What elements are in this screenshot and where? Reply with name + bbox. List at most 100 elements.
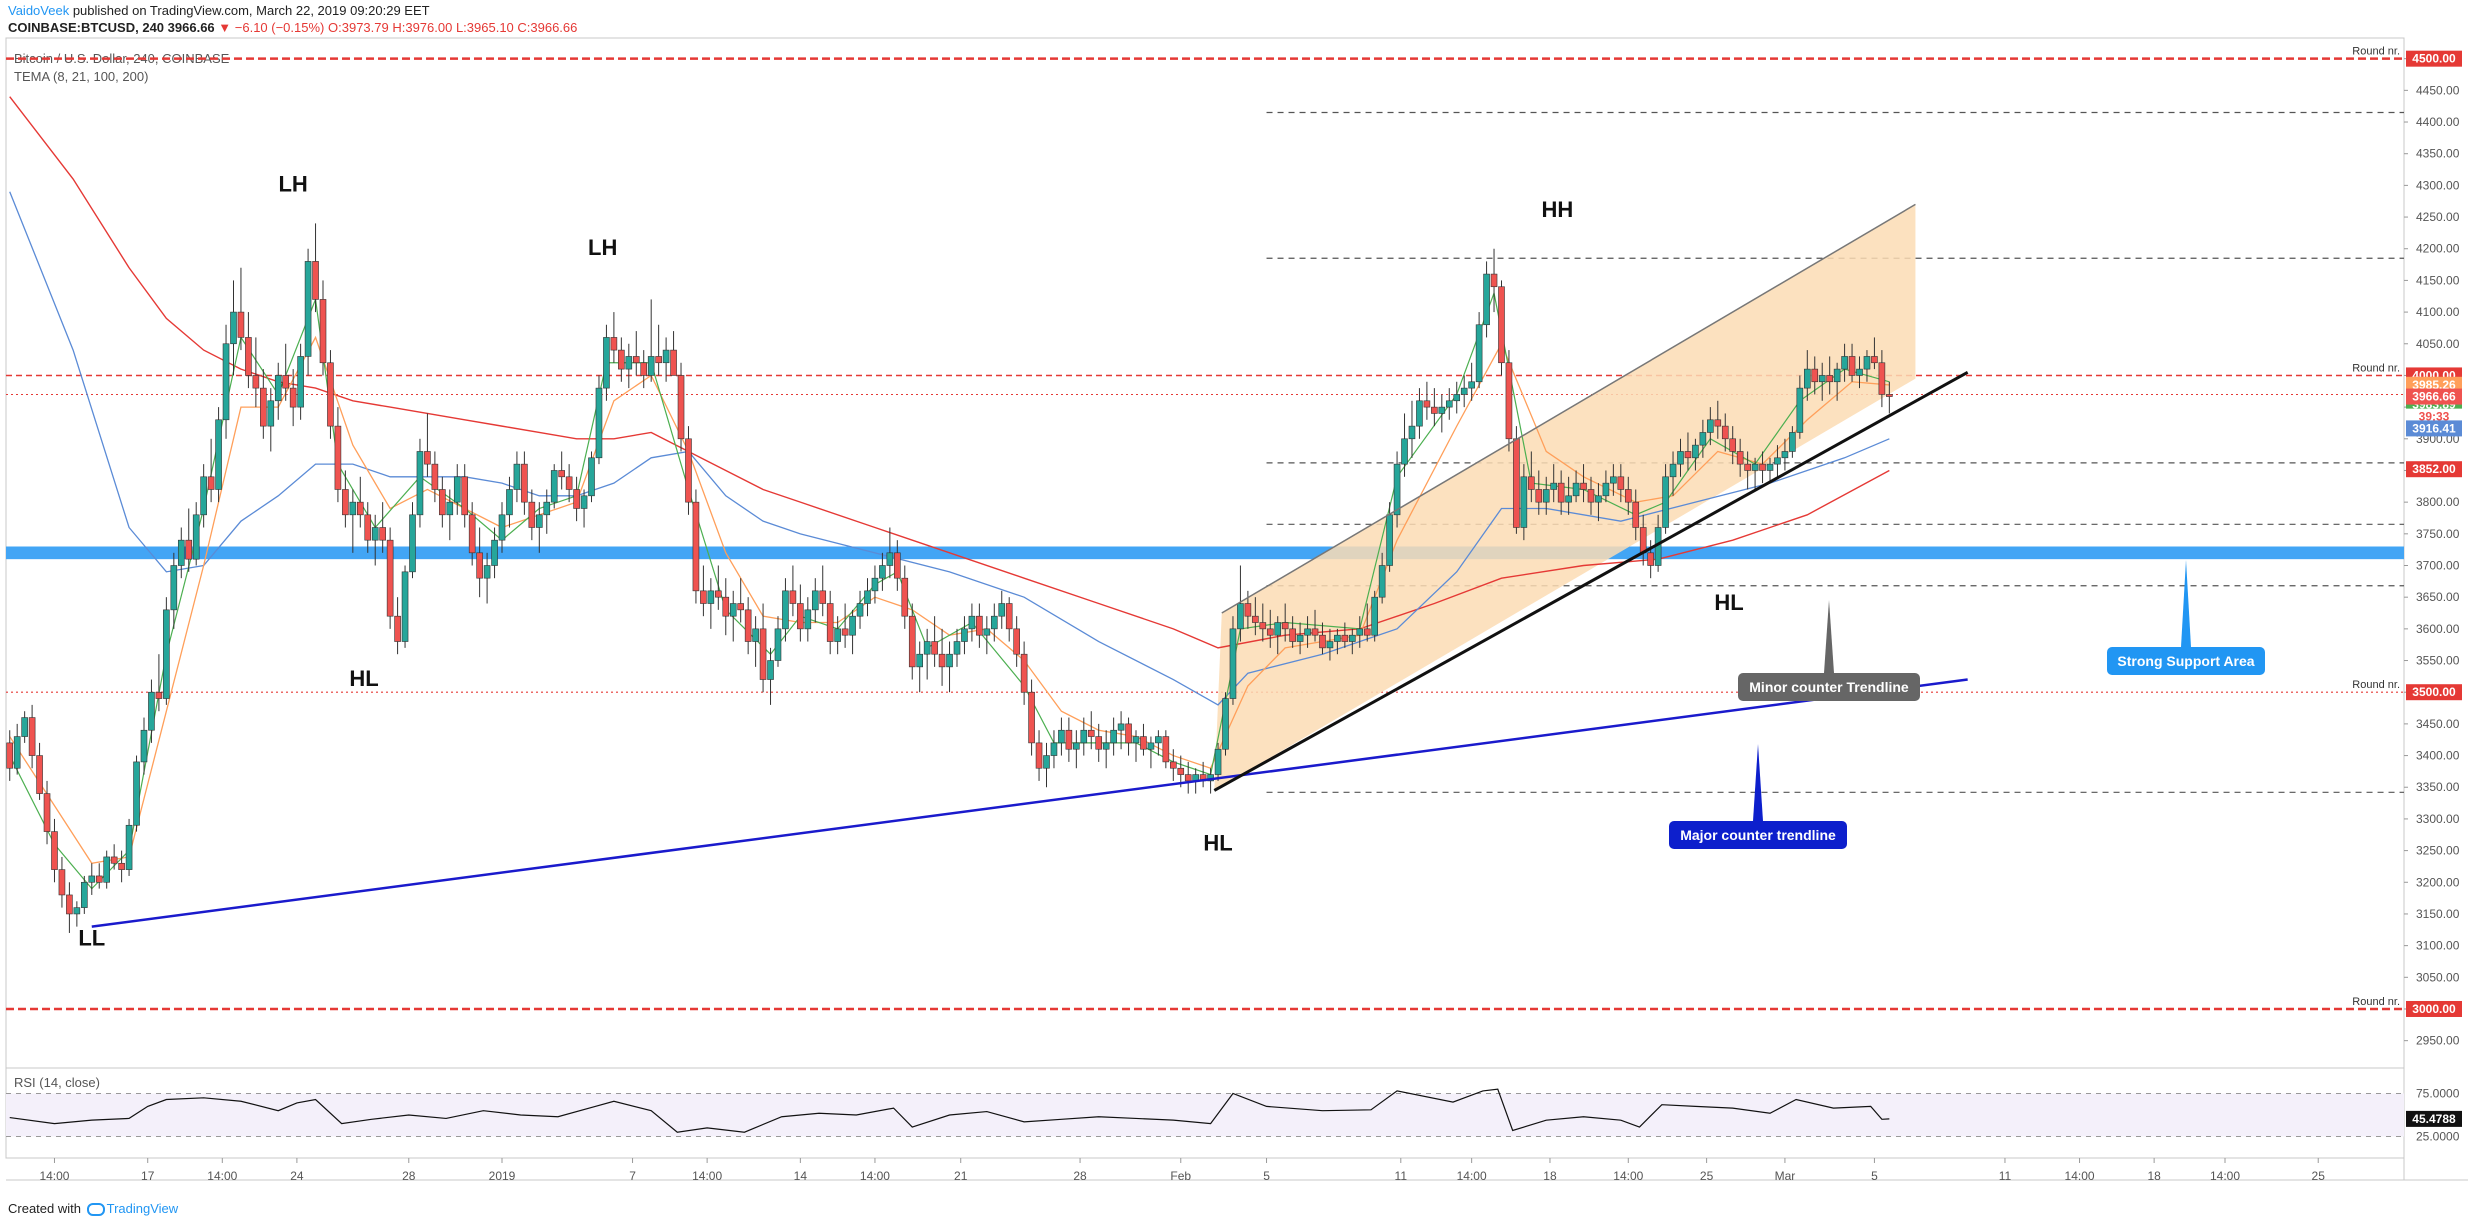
candle-body (1468, 381, 1475, 389)
support-area-callout-box (2107, 647, 2265, 675)
swing-label: HL (349, 666, 378, 691)
candle-body (446, 501, 454, 516)
candle-body (998, 603, 1006, 617)
minor-trendline-callout-pointer (1824, 600, 1834, 673)
candle-body (1229, 628, 1237, 699)
time-tick-label: 14:00 (2210, 1169, 2240, 1183)
candle-body (125, 824, 133, 870)
time-tick-label: 14:00 (860, 1169, 890, 1183)
price-tick-label: 3750.00 (2416, 527, 2460, 541)
candle-body (1393, 463, 1401, 516)
candle-body (1020, 653, 1028, 693)
time-tick-label: 14 (794, 1169, 808, 1183)
candle-body (603, 337, 610, 389)
time-tick-label: 5 (1871, 1169, 1878, 1183)
candle-body (1714, 419, 1722, 427)
time-tick-label: 18 (1543, 1169, 1557, 1183)
candle-body (1281, 622, 1289, 630)
candle-body (961, 628, 968, 642)
candle-body (1132, 736, 1140, 744)
price-tick-label: 4150.00 (2416, 273, 2460, 287)
candle-body (1669, 463, 1677, 478)
candle-body (759, 628, 767, 680)
candle-body (1871, 356, 1878, 364)
candle-body (1184, 774, 1192, 782)
candle-body (1580, 482, 1587, 490)
footer-brand[interactable]: TradingView (106, 1201, 179, 1216)
candle-body (1371, 596, 1378, 636)
time-tick-label: 7 (629, 1169, 636, 1183)
candle-body (1378, 565, 1386, 598)
candle-body (1826, 375, 1833, 383)
candle-body (797, 603, 804, 630)
candle-body (752, 628, 759, 642)
candle-body (968, 615, 976, 630)
candle-body (685, 438, 692, 503)
major-counter-trendline (91, 678, 1968, 928)
support-area-callout-text: Strong Support Area (2117, 653, 2254, 669)
candle-body (237, 311, 245, 338)
candle-body (334, 425, 342, 490)
indicator-title: TEMA (8, 21, 100, 200) (14, 69, 149, 84)
time-tick-label: 11 (1395, 1169, 1408, 1183)
price-tick-label: 4050.00 (2416, 337, 2460, 351)
candle-body (1811, 368, 1819, 383)
candle-body (715, 590, 722, 598)
candle-body (6, 742, 14, 769)
candle-body (1401, 438, 1408, 465)
candle-body (841, 628, 849, 636)
candle-body (81, 881, 88, 908)
candle-body (1833, 368, 1841, 383)
candle-body (632, 356, 640, 364)
candle-body (43, 793, 51, 832)
author-link[interactable]: VaidoVeek (8, 3, 70, 18)
candle-body (1856, 368, 1863, 376)
candle-body (1445, 400, 1453, 408)
candle-body (849, 615, 856, 636)
price-tick-label: 4250.00 (2416, 210, 2460, 224)
candle-body (95, 875, 103, 883)
candle-body (1557, 482, 1565, 503)
candle-body (506, 489, 513, 516)
candle-body (901, 577, 909, 617)
time-tick-label: 14:00 (692, 1169, 722, 1183)
swing-label: LH (278, 172, 307, 197)
candle-body (1565, 495, 1572, 503)
price-tag-bg (2406, 461, 2462, 478)
channel-fill (1214, 204, 1916, 791)
candle-body (618, 349, 625, 370)
candle-body (662, 349, 670, 364)
footer-prefix: Created with (8, 1201, 81, 1216)
price-tick-label: 3350.00 (2416, 780, 2460, 794)
price-tick-label: 3800.00 (2416, 495, 2460, 509)
candle-body (1423, 400, 1431, 408)
chart-zones (6, 204, 2404, 791)
price-tick-label: 3600.00 (2416, 622, 2460, 636)
candle-body (856, 603, 864, 617)
candle-body (1050, 742, 1058, 756)
last-price: 3966.66 (167, 20, 215, 35)
candle-body (1416, 400, 1423, 427)
publish-line: VaidoVeek published on TradingView.com, … (8, 2, 577, 19)
candle-body (722, 596, 730, 617)
candle-body (1252, 615, 1259, 623)
candle-body (1289, 628, 1296, 642)
candle-body (1386, 514, 1393, 566)
candle-body (1744, 463, 1751, 471)
candle-body (521, 463, 528, 503)
candle-body (908, 615, 916, 668)
candle-body (1363, 628, 1371, 636)
candle-body (1490, 273, 1498, 288)
candle-body (1095, 736, 1103, 750)
candle-body (879, 565, 886, 579)
price-tick-label: 4200.00 (2416, 242, 2460, 256)
major-trendline-callout-box (1669, 821, 1847, 849)
candle-body (916, 653, 924, 668)
candle-body (774, 628, 782, 661)
price-tick-label: 3150.00 (2416, 907, 2460, 921)
swing-label: LH (588, 235, 617, 260)
candle-body (177, 539, 185, 566)
candle-body (491, 539, 498, 566)
candle-body (1550, 482, 1557, 490)
